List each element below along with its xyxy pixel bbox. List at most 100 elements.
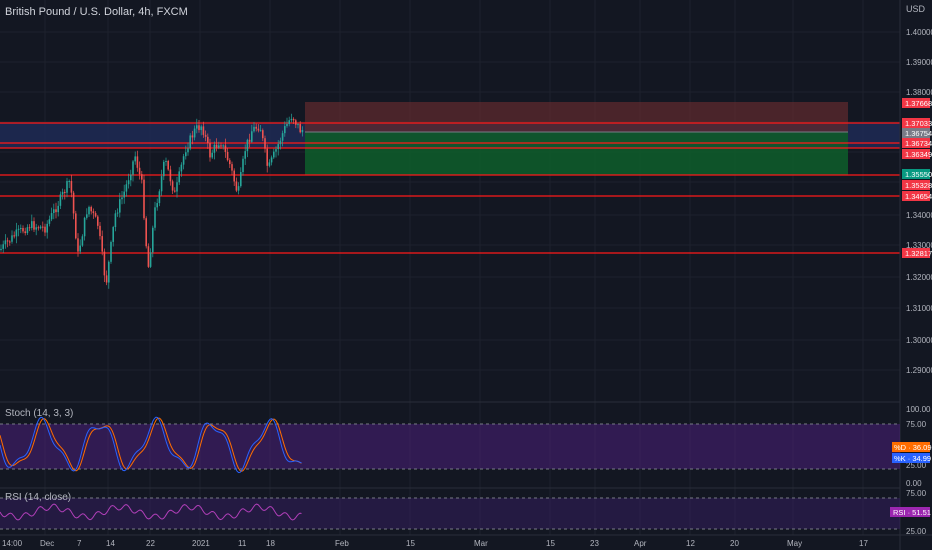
candle-body [295,120,297,125]
candle-body [262,130,264,139]
rsi-band [0,498,900,529]
candle-body [191,135,194,138]
candle-body [145,218,147,247]
svg-text:1.35328: 1.35328 [905,181,932,190]
candle-body [108,261,110,283]
price-tick: 1.40000 [906,28,932,37]
svg-text:%D · 36.09: %D · 36.09 [894,443,932,452]
stoch-band [0,424,900,469]
candle-body [266,148,268,166]
stoch-k-line [0,416,302,474]
candle-body [196,125,198,129]
candle-body [15,229,18,237]
candle-body [72,192,75,214]
candle-body [112,227,114,242]
take-profit-zone[interactable] [305,132,848,175]
candle-body [275,149,277,152]
candle-body [237,186,240,191]
svg-text:18: 18 [266,539,275,548]
svg-text:23: 23 [590,539,599,548]
svg-text:22: 22 [146,539,155,548]
candle-body [17,228,20,230]
candle-body [97,216,99,226]
candle-body [88,206,90,215]
stoch-d-tag [892,442,930,452]
candle-body [257,128,260,131]
svg-text:1.34654: 1.34654 [905,192,932,201]
price-tick: 1.30000 [906,336,932,345]
svg-text:1.36754: 1.36754 [905,129,932,138]
candle-body [116,212,119,214]
candle-body [33,221,35,230]
candle-body [288,120,290,124]
candle-body [200,126,202,131]
rsi-axis: 75.00 25.00 [906,489,927,536]
rsi-label[interactable]: RSI (14, close) [5,492,72,503]
candle-body [233,170,235,182]
candle-body [86,214,88,218]
price-tag [902,138,930,148]
candle-body [211,152,213,158]
candle-body [132,161,134,175]
candle-body [9,241,11,243]
time-axis[interactable]: 14:00 Dec 7 14 22 2021 11 18 Feb 15 Mar … [2,539,868,548]
candle-body [127,180,130,185]
candlestick-series [0,113,304,289]
candle-body [224,145,227,152]
candle-body [123,191,125,198]
price-tag [902,191,930,201]
candle-body [57,205,59,213]
candle-body [187,148,189,153]
svg-text:0.00: 0.00 [906,479,922,488]
candle-body [11,235,13,242]
svg-text:15: 15 [546,539,555,548]
svg-text:1.36734: 1.36734 [905,139,932,148]
candle-body [180,164,183,172]
candle-body [81,236,84,246]
candle-body [13,235,15,237]
candle-body [259,130,262,132]
stoch-k-tag [892,453,930,463]
svg-text:100.00: 100.00 [906,405,931,414]
candle-body [207,136,209,143]
candle-body [253,126,255,132]
price-tag [902,248,930,258]
svg-text:11: 11 [238,539,247,548]
candle-body [244,151,246,159]
candle-body [121,197,123,200]
candle-body [152,227,154,253]
candle-body [158,191,161,204]
stoch-axis: 100.00 75.00 25.00 0.00 [906,405,931,488]
candle-body [176,182,178,192]
price-axis[interactable]: USD 1.40000 1.39000 1.38000 1.34000 1.33… [906,4,932,375]
svg-text:1.37668: 1.37668 [905,99,932,108]
price-tag [902,169,930,179]
candle-body [270,157,273,163]
candle-body [209,142,211,158]
symbol-title[interactable]: British Pound / U.S. Dollar, 4h, FXCM [5,6,188,18]
candle-body [26,227,29,234]
price-tag [902,180,930,190]
candle-body [105,275,108,283]
svg-text:1.35550: 1.35550 [905,170,932,179]
candle-body [44,226,46,233]
stop-loss-zone[interactable] [305,102,848,132]
stoch-label[interactable]: Stoch (14, 3, 3) [5,408,74,419]
candle-body [202,126,205,135]
candle-body [292,118,295,121]
candle-body [77,238,79,252]
svg-text:May: May [787,539,802,548]
candle-body [226,151,229,161]
price-tags: 1.37668 1.37033 1.36754 1.36734 1.36349 … [902,98,932,258]
candle-body [229,160,231,165]
candle-body [83,217,86,237]
candle-body [185,152,187,157]
svg-text:RSI · 51.51: RSI · 51.51 [893,508,931,517]
candle-body [79,245,81,252]
horizontal-levels[interactable] [0,122,900,254]
candle-body [165,161,167,163]
candle-body [37,227,40,229]
price-tick: 1.32000 [906,273,932,282]
candle-body [171,181,174,191]
